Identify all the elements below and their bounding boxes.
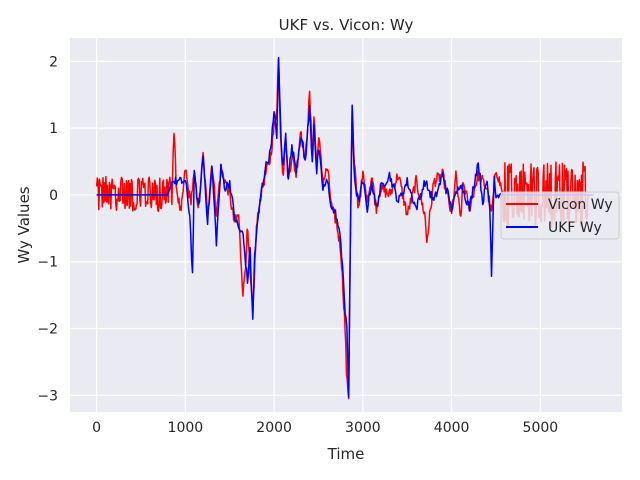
- y-tick-label: −2: [37, 322, 58, 338]
- x-tick-label: 3000: [345, 420, 381, 436]
- legend: Vicon Wy UKF Wy: [500, 191, 620, 240]
- y-tick-label: 0: [49, 188, 58, 204]
- y-tick-label: −3: [37, 388, 58, 404]
- x-axis-label: Time: [327, 445, 365, 463]
- grid-lines: [70, 38, 622, 412]
- chart-title: UKF vs. Vicon: Wy: [279, 16, 414, 34]
- x-tick-label: 0: [92, 420, 101, 436]
- x-tick-label: 5000: [523, 420, 559, 436]
- x-tick-label: 4000: [434, 420, 470, 436]
- y-tick-label: 1: [49, 121, 58, 137]
- x-tick-label: 1000: [168, 420, 204, 436]
- tick-labels: 0 1000 2000 3000 4000 5000 −3 −2 −1 0 1 2: [37, 54, 558, 436]
- y-tick-label: 2: [49, 54, 58, 70]
- legend-label-ukf: UKF Wy: [548, 220, 602, 236]
- series-line-vicon-wy: [95, 58, 591, 400]
- legend-label-vicon: Vicon Wy: [548, 197, 613, 213]
- y-axis-label: Wy Values: [15, 186, 33, 263]
- x-tick-label: 2000: [256, 420, 292, 436]
- y-tick-label: −1: [37, 255, 58, 271]
